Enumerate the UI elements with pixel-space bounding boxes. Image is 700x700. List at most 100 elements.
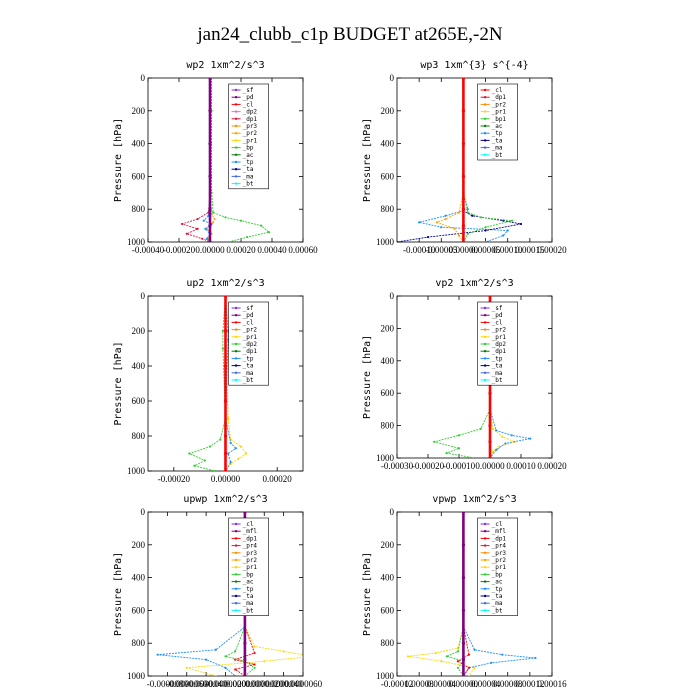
y-tick-label: 600 — [381, 171, 395, 181]
series-point — [426, 235, 430, 239]
series-point — [208, 142, 212, 146]
y-tick-label: 1000 — [376, 453, 395, 463]
x-tick-label: 0.00004 — [427, 679, 457, 689]
x-tick-label: 0.00005 — [471, 245, 501, 255]
series-point — [208, 207, 212, 211]
legend-label: _bp — [243, 145, 254, 152]
legend-label: _pr3 — [243, 550, 258, 557]
series-point — [461, 224, 466, 228]
legend-label: _dp2 — [243, 109, 258, 116]
legend-marker — [234, 587, 238, 590]
legend-label: _dp1 — [492, 348, 507, 355]
series-point — [461, 512, 466, 514]
series-point — [488, 424, 492, 428]
y-tick-label: 400 — [381, 356, 395, 366]
legend-label: _sf — [243, 87, 254, 94]
legend-marker — [483, 544, 487, 547]
legend-marker — [234, 580, 238, 583]
legend-marker — [483, 88, 487, 92]
x-tick-label: -0.00005 — [425, 245, 458, 255]
legend-marker — [234, 153, 238, 156]
legend-label: _bt — [243, 181, 254, 188]
x-tick-label: 0.00015 — [515, 245, 545, 255]
y-tick-label: 600 — [381, 605, 395, 615]
legend-label: _bp — [492, 571, 503, 578]
panel-title: wp2 1xm^2/s^3 — [186, 60, 264, 71]
series-point — [243, 658, 247, 662]
y-tick-label: 800 — [132, 638, 146, 648]
series-point — [471, 214, 474, 217]
legend-marker — [483, 371, 487, 374]
series-point — [467, 666, 471, 669]
y-tick-label: 1000 — [376, 237, 395, 247]
legend-label: _ac — [492, 579, 503, 586]
series-point — [226, 452, 230, 455]
series-point — [223, 434, 228, 438]
legend-marker — [483, 364, 487, 367]
legend-label: _sf — [492, 305, 503, 312]
series-point — [267, 231, 270, 234]
legend-label: _tp — [492, 586, 503, 593]
y-tick-label: 200 — [381, 106, 395, 116]
legend-marker — [483, 357, 487, 360]
series-point — [397, 240, 399, 242]
x-tick-label: -0.00010 — [403, 245, 436, 255]
series-point — [461, 207, 466, 211]
series-point — [440, 660, 443, 663]
series-point — [208, 78, 212, 80]
legend-label: _pr1 — [243, 334, 258, 341]
legend-marker — [234, 378, 238, 382]
series-point — [234, 674, 237, 676]
legend-marker — [234, 182, 238, 185]
legend-label: _mfl — [492, 528, 507, 535]
series-point — [214, 469, 217, 471]
legend-marker — [234, 551, 238, 554]
series-point — [445, 452, 448, 455]
series-point — [461, 78, 466, 80]
series-point — [444, 217, 447, 221]
legend-marker — [483, 342, 487, 346]
series-point — [492, 427, 495, 430]
series-point — [156, 653, 159, 656]
legend-marker — [234, 103, 238, 106]
series-point — [434, 651, 437, 655]
legend-label: _pr4 — [243, 543, 258, 550]
x-tick-label: 0.00008 — [405, 679, 435, 689]
series-point — [234, 668, 237, 671]
legend-marker — [234, 96, 238, 99]
series-point — [484, 229, 487, 232]
legend-label: _dp2 — [492, 341, 507, 348]
series-line-ac — [445, 512, 465, 676]
series-point — [473, 456, 476, 458]
legend-marker — [234, 350, 238, 353]
y-tick-label: 0 — [390, 73, 395, 83]
legend-label: _tp — [492, 130, 503, 137]
legend-label: _ac — [243, 152, 254, 159]
legend-marker — [483, 96, 487, 99]
series-point — [243, 674, 247, 676]
legend-label: _ta — [243, 363, 254, 370]
legend-marker — [483, 378, 487, 382]
legend-marker — [483, 566, 487, 569]
series-point — [243, 512, 247, 514]
legend-label: _ta — [492, 363, 503, 370]
y-tick-label: 400 — [132, 573, 146, 583]
legend-label: _pr1 — [243, 137, 258, 144]
legend-marker — [234, 328, 238, 331]
series-point — [208, 240, 212, 242]
series-point — [534, 656, 537, 660]
y-tick-label: 1000 — [127, 466, 146, 476]
series-point — [502, 234, 505, 237]
series-point — [529, 437, 532, 440]
series-point — [461, 576, 466, 580]
panel-5: upwp 1xm^2/s^3 Pressure [hPa] 0 200 400 600 80… — [113, 494, 323, 689]
x-tick-label: 0.00020 — [226, 245, 256, 255]
y-tick-label: 600 — [132, 605, 146, 615]
series-point — [504, 442, 507, 445]
legend-marker — [483, 522, 487, 526]
legend-marker — [234, 609, 238, 612]
series-point — [492, 450, 495, 453]
legend-label: _pr3 — [243, 123, 258, 130]
series-point — [480, 216, 483, 219]
legend-label: _ma — [243, 600, 254, 607]
